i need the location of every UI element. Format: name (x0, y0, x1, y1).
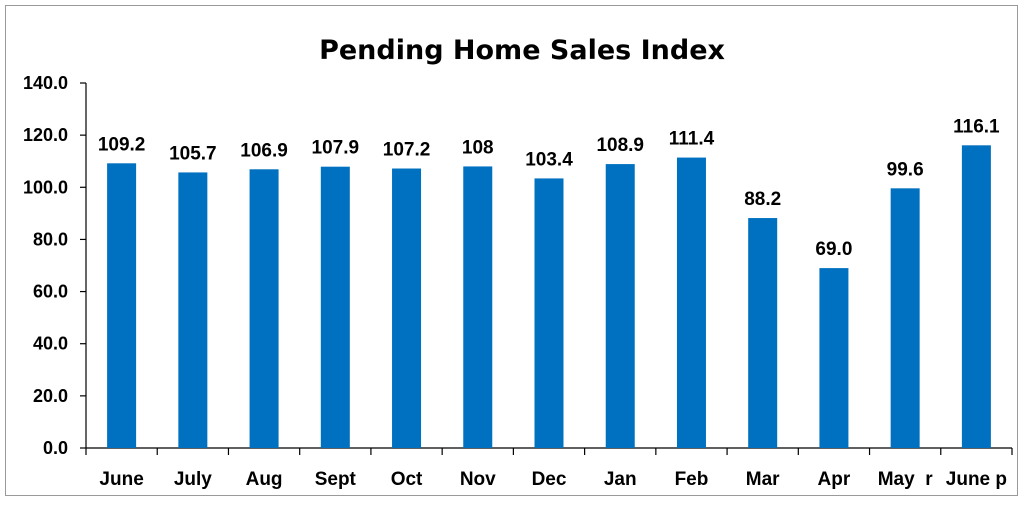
x-tick-label: June p (946, 469, 1007, 490)
bar (320, 166, 350, 449)
y-tick-label: 40.0 (33, 334, 68, 354)
data-label: 109.2 (98, 134, 146, 155)
bar (748, 218, 778, 448)
data-label: 108.9 (596, 135, 644, 156)
x-tick-label: Aug (246, 469, 283, 490)
y-tick-label: 140.0 (23, 73, 68, 93)
bar (819, 268, 849, 448)
y-tick-label: 100.0 (23, 177, 68, 197)
bar (961, 145, 991, 448)
y-tick-label: 20.0 (33, 386, 68, 406)
y-axis: 0.0 20.0 40.0 60.0 80.0 100.0 120.0 140.0 (23, 73, 87, 458)
data-label: 107.2 (383, 140, 431, 161)
bar (178, 172, 208, 449)
x-tick-label: Nov (460, 469, 496, 490)
bar (463, 166, 493, 448)
bar (890, 188, 920, 449)
x-tick-label: Jan (604, 469, 637, 490)
x-tick-label: Sept (315, 469, 357, 490)
chart-title: Pending Home Sales Index (319, 35, 725, 66)
x-tick-label: Dec (532, 469, 567, 490)
data-label: 106.9 (240, 140, 288, 161)
data-label: 116.1 (953, 116, 1000, 137)
bar (605, 164, 635, 448)
data-label: 107.9 (312, 138, 360, 159)
data-label: 108 (462, 137, 494, 158)
bar (107, 163, 137, 449)
x-axis: June July Aug Sept Oct Nov Dec Jan Feb Mar Apr May … (85, 447, 1013, 490)
bar (534, 178, 564, 448)
data-label: 111.4 (669, 129, 715, 150)
y-tick-label: 120.0 (23, 125, 68, 145)
data-label: 88.2 (744, 189, 781, 210)
x-tick-label: July (174, 469, 212, 490)
data-label: 99.6 (887, 159, 924, 180)
y-tick-label: 60.0 (33, 282, 68, 302)
y-tick-label: 80.0 (33, 229, 68, 249)
bar (676, 157, 706, 449)
x-tick-label: Mar (746, 469, 780, 490)
chart-frame (5, 5, 1018, 496)
data-label: 69.0 (815, 239, 852, 260)
y-tick-label: 0.0 (43, 438, 68, 458)
data-label: 105.7 (169, 143, 217, 164)
x-tick-label: Oct (391, 469, 423, 490)
x-tick-label: Feb (675, 469, 709, 490)
bar-series: 109.2 105.7 106.9 107.9 107.2 108 103.4 108.9 11… (98, 116, 1000, 449)
data-label: 103.4 (525, 149, 573, 170)
x-tick-label: June (99, 469, 143, 490)
x-tick-label: May r (878, 469, 934, 490)
bar (392, 168, 422, 448)
bar (249, 169, 279, 448)
x-tick-label: Apr (818, 469, 851, 490)
